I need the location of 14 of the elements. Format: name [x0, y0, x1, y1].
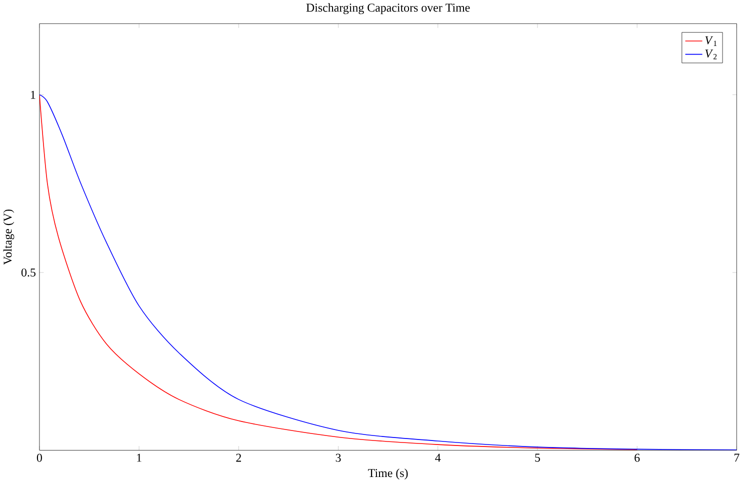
x-tick-label: 4	[435, 454, 441, 462]
x-tick-label: 1	[137, 454, 142, 462]
x-tick-label: 0	[36, 454, 42, 462]
x-axis-title: Time (s)	[368, 468, 408, 480]
chart-title: Discharging Capacitors over Time	[306, 3, 470, 14]
x-tick-label: 6	[634, 454, 640, 462]
x-tick-label: 5	[535, 454, 540, 462]
legend-label: V$_{1}$	[705, 36, 717, 46]
legend-label: V$_{2}$	[705, 50, 717, 60]
y-tick-label: 0.5	[21, 268, 36, 277]
x-tick-label: 7	[734, 454, 740, 462]
x-tick-label: 3	[336, 454, 341, 462]
y-axis-title: Voltage (V)	[3, 210, 14, 265]
x-tick-label: 2	[236, 454, 241, 462]
